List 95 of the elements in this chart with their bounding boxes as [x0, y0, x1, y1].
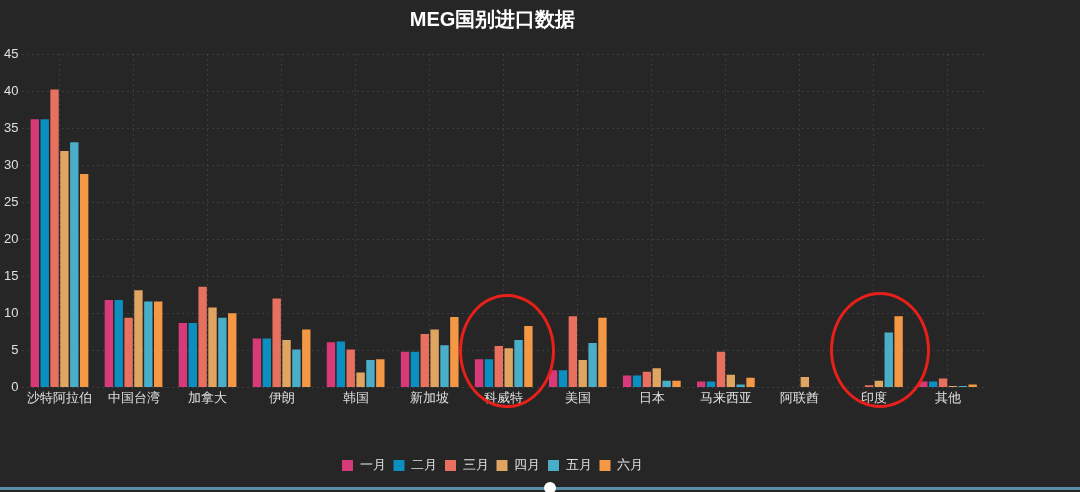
bar	[124, 317, 133, 387]
y-tick-label: 40	[3, 82, 19, 98]
bar	[252, 338, 262, 387]
bar	[662, 380, 671, 387]
x-tick-label: 加拿大	[188, 389, 228, 405]
y-tick-label: 45	[3, 45, 19, 61]
x-tick-label: 马来西亚	[699, 389, 752, 405]
bar	[558, 370, 568, 387]
bar	[60, 151, 69, 387]
bar	[504, 348, 513, 387]
bar	[208, 307, 217, 387]
legend-label: 一月	[359, 457, 386, 473]
bar	[652, 368, 661, 387]
bar	[326, 342, 336, 387]
bar	[40, 119, 49, 387]
bar	[642, 371, 652, 387]
bar	[632, 375, 642, 387]
bar	[144, 301, 153, 387]
y-tick-label: 30	[3, 156, 19, 172]
x-tick-label: 阿联酋	[780, 389, 820, 405]
bar	[154, 301, 163, 387]
bar	[302, 329, 311, 387]
bar	[70, 142, 79, 387]
bar	[198, 286, 207, 387]
bar	[622, 375, 632, 387]
legend-label: 五月	[565, 457, 592, 473]
bar	[578, 359, 587, 387]
bar	[696, 381, 706, 387]
bar	[440, 345, 449, 387]
bar	[568, 316, 578, 387]
x-tick-label: 其他	[934, 389, 961, 405]
y-tick-label: 0	[11, 378, 19, 394]
bar	[114, 299, 123, 387]
legend-label: 二月	[411, 457, 437, 473]
bar	[50, 89, 59, 387]
bar	[228, 313, 237, 387]
x-tick-label: 沙特阿拉伯	[26, 389, 92, 405]
bar	[874, 380, 884, 387]
bar	[366, 359, 375, 387]
bar	[346, 349, 355, 387]
legend-label: 六月	[617, 457, 643, 473]
bar	[188, 322, 197, 387]
bar	[588, 342, 597, 387]
bar	[894, 316, 903, 387]
bar	[716, 351, 726, 387]
chart-title: MEG国别进口数据	[409, 7, 576, 30]
y-tick-label: 35	[3, 119, 19, 135]
bar	[178, 322, 188, 387]
bar	[494, 345, 503, 387]
bar	[356, 372, 365, 387]
x-tick-label: 美国	[564, 389, 591, 405]
bar	[79, 174, 89, 387]
bar	[706, 381, 716, 387]
legend-label: 三月	[462, 457, 489, 473]
bar	[430, 329, 439, 387]
bar	[938, 378, 948, 387]
legend-label: 四月	[514, 457, 540, 473]
y-tick-label: 5	[11, 341, 19, 357]
y-tick-label: 10	[3, 304, 19, 320]
x-tick-label: 日本	[638, 389, 665, 405]
y-tick-label: 25	[3, 193, 19, 209]
bar	[800, 377, 810, 387]
bar	[726, 374, 735, 387]
bar	[598, 317, 607, 387]
x-tick-label: 伊朗	[268, 389, 295, 405]
bar	[292, 349, 301, 387]
bar	[524, 325, 533, 387]
bar	[474, 359, 484, 387]
x-tick-label: 新加坡	[410, 389, 450, 405]
bar	[376, 359, 385, 387]
bar	[672, 380, 681, 387]
bar	[218, 317, 227, 387]
bar	[746, 377, 755, 387]
bar	[134, 290, 143, 387]
bar	[736, 384, 745, 387]
bar	[400, 351, 410, 387]
x-tick-label: 韩国	[342, 389, 369, 405]
y-tick-label: 15	[3, 267, 19, 283]
bar	[410, 351, 420, 387]
bar	[336, 341, 346, 387]
bar	[968, 384, 977, 387]
bar	[420, 334, 429, 387]
x-tick-label: 中国台湾	[107, 389, 160, 405]
bar	[262, 338, 271, 387]
bar	[30, 119, 39, 387]
bar	[514, 339, 523, 387]
bar	[884, 332, 893, 387]
bar	[928, 381, 938, 387]
y-tick-label: 20	[3, 230, 19, 246]
bar	[104, 299, 114, 387]
x-tick-label: 印度	[860, 389, 887, 405]
bar	[450, 317, 459, 387]
bar	[272, 298, 281, 387]
bar	[484, 359, 494, 387]
bar	[282, 339, 291, 387]
